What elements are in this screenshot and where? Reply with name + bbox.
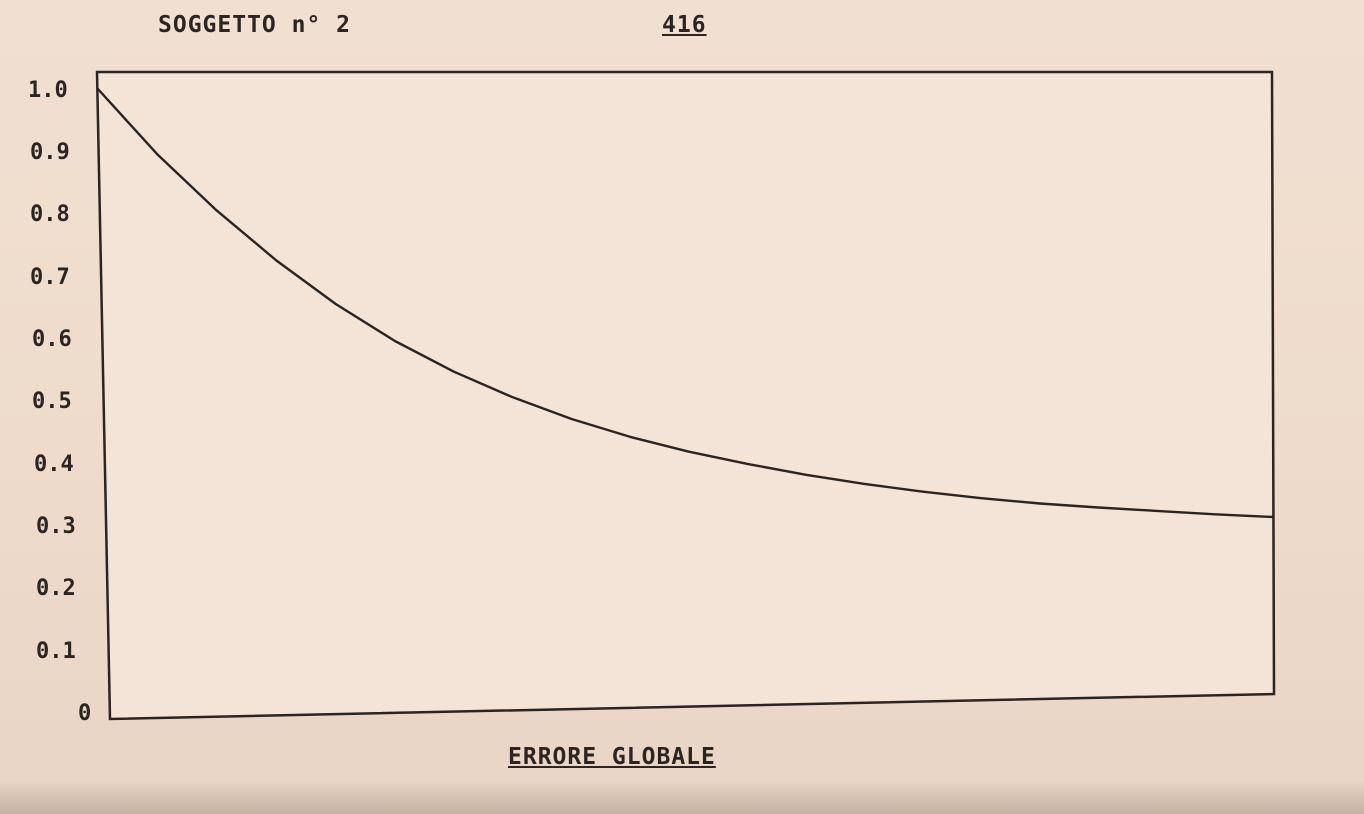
y-tick-label: 0.8 <box>30 202 70 227</box>
y-tick-label: 0.6 <box>32 327 72 352</box>
y-tick-label: 0 <box>78 701 91 726</box>
series-line-0 <box>96 87 1274 519</box>
y-tick-label: 0.9 <box>30 140 70 165</box>
y-tick-label: 0.3 <box>36 514 76 539</box>
y-tick-label: 0.4 <box>34 452 74 477</box>
y-tick-label: 0.5 <box>32 389 72 414</box>
series-group <box>96 87 1274 519</box>
x-axis-label: ERRORE GLOBALE <box>508 744 716 770</box>
y-tick-label: 0.1 <box>36 639 76 664</box>
page-number: 416 <box>662 12 707 38</box>
y-tick-label: 0.7 <box>30 265 70 290</box>
subject-label: SOGGETTO n° 2 <box>158 12 352 38</box>
page-shadow <box>0 780 1364 814</box>
plot-area-border <box>95 70 1276 721</box>
y-tick-label: 0.2 <box>36 576 76 601</box>
chart-frame-group <box>95 70 1276 721</box>
y-tick-label: 1.0 <box>28 78 68 103</box>
y-tick-labels: 0 0.1 0.2 0.3 0.4 0.5 0.6 0.7 0.8 0.9 1.0 <box>28 78 91 726</box>
